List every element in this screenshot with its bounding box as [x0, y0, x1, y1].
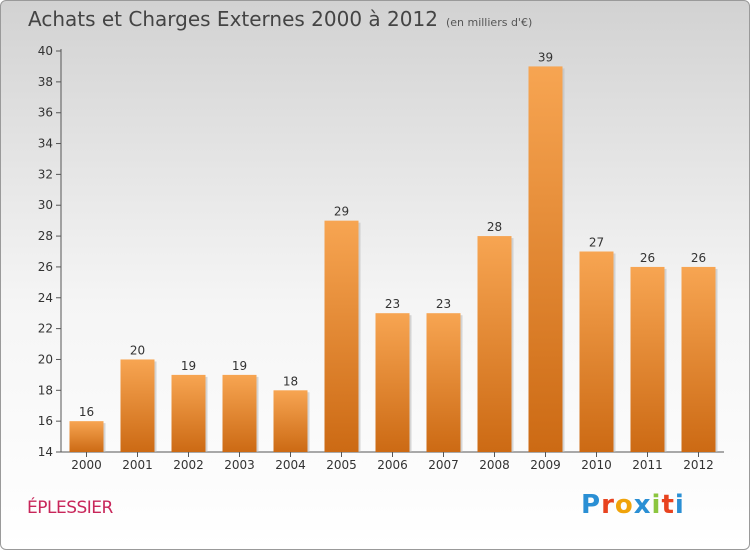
- y-tick-label: 36: [38, 106, 53, 120]
- x-tick-label: 2010: [581, 458, 612, 472]
- x-tick-label: 2008: [479, 458, 510, 472]
- x-tick-label: 2009: [530, 458, 561, 472]
- y-tick-label: 32: [38, 167, 53, 181]
- y-tick-label: 40: [38, 44, 53, 58]
- bar: [528, 66, 563, 452]
- bar: [324, 220, 359, 452]
- x-tick-label: 2004: [275, 458, 306, 472]
- bar-value-label: 23: [385, 297, 400, 311]
- bar: [426, 313, 461, 452]
- x-tick-label: 2011: [632, 458, 663, 472]
- bar: [171, 374, 206, 452]
- proxiti-logo: Proxiti: [581, 490, 685, 520]
- bar: [630, 266, 665, 452]
- x-tick-label: 2012: [683, 458, 714, 472]
- bar-value-label: 29: [334, 205, 349, 219]
- y-tick-label: 30: [38, 198, 53, 212]
- logo-letter: t: [661, 490, 675, 520]
- bar-value-label: 26: [640, 251, 655, 265]
- chart-title-text: Achats et Charges Externes 2000 à 2012: [28, 7, 438, 31]
- bar: [375, 313, 410, 452]
- y-tick-label: 38: [38, 75, 53, 89]
- bar: [120, 359, 155, 452]
- y-tick-label: 28: [38, 229, 53, 243]
- logo-letter: x: [633, 490, 652, 520]
- y-tick-label: 16: [38, 414, 53, 428]
- x-tick-label: 2005: [326, 458, 357, 472]
- bar-value-label: 18: [283, 374, 298, 388]
- chart-unit: (en milliers d'€): [445, 16, 533, 29]
- chart-title: Achats et Charges Externes 2000 à 2012 (e…: [28, 7, 532, 31]
- bar-value-label: 26: [691, 251, 706, 265]
- x-tick-label: 2007: [428, 458, 459, 472]
- y-tick-label: 24: [38, 291, 53, 305]
- bar: [681, 266, 716, 452]
- bar-value-label: 16: [79, 405, 94, 419]
- x-tick-label: 2001: [122, 458, 153, 472]
- logo-letter: i: [651, 490, 662, 520]
- x-tick-label: 2002: [173, 458, 204, 472]
- bar: [579, 251, 614, 452]
- bar-value-label: 20: [130, 343, 145, 357]
- bar: [477, 236, 512, 452]
- y-tick-label: 14: [38, 445, 53, 459]
- x-tick-label: 2003: [224, 458, 255, 472]
- logo-letter: i: [674, 490, 685, 520]
- bar: [69, 421, 104, 452]
- bar-value-label: 27: [589, 236, 604, 250]
- y-tick-label: 20: [38, 352, 53, 366]
- bar-value-label: 39: [538, 50, 553, 64]
- commune-name: ÉPLESSIER: [27, 498, 113, 518]
- y-tick-label: 22: [38, 322, 53, 336]
- bar-value-label: 28: [487, 220, 502, 234]
- bar: [222, 374, 257, 452]
- bar-value-label: 19: [181, 359, 196, 373]
- y-tick-label: 34: [38, 137, 53, 151]
- y-tick-label: 18: [38, 383, 53, 397]
- logo-letter: o: [614, 490, 634, 520]
- x-tick-label: 2000: [71, 458, 102, 472]
- logo-letter: r: [601, 490, 615, 520]
- bar-value-label: 19: [232, 359, 247, 373]
- x-tick-label: 2006: [377, 458, 408, 472]
- bar-value-label: 23: [436, 297, 451, 311]
- y-tick-label: 26: [38, 260, 53, 274]
- bar: [273, 390, 308, 452]
- logo-letter: P: [581, 490, 602, 520]
